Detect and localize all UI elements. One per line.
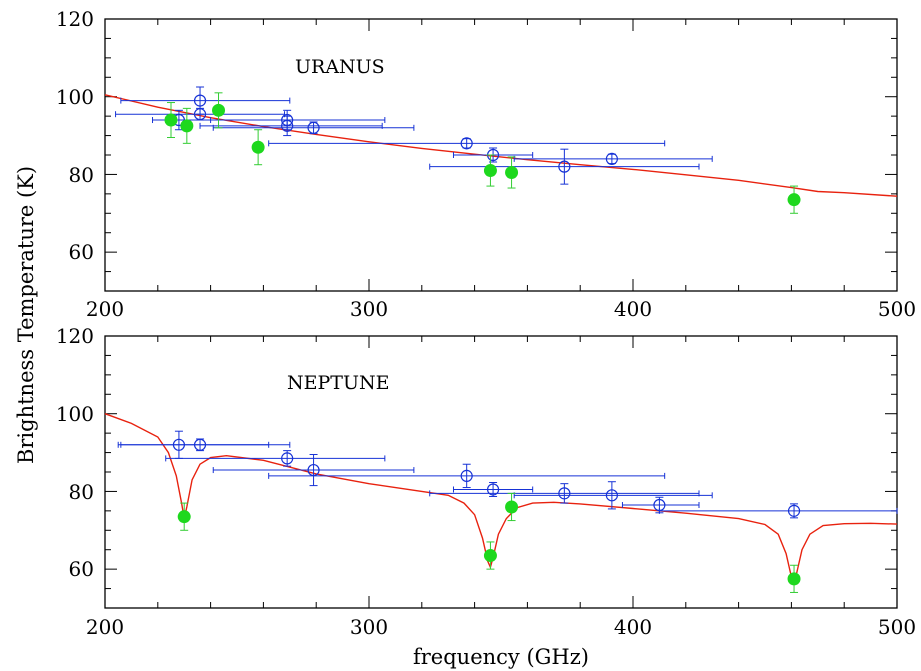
uranus-y-tick-label: 100 [56,85,94,109]
filled-marker [180,119,194,133]
uranus-model-curve-group [104,94,898,197]
open-data-point [212,121,415,135]
filled-marker [505,165,519,179]
model-curve [104,413,898,585]
filled-marker [164,113,178,127]
uranus-x-tick-label: 200 [86,297,124,321]
uranus-panel: URANUS 200 300 400 500 60 80 100 120 [56,7,916,321]
open-data-point [268,137,666,150]
open-data-point [452,481,534,497]
open-marker [558,160,571,173]
open-data-point [658,503,898,519]
open-marker [460,137,473,150]
filled-marker [251,140,265,154]
uranus-x-tick-label: 300 [350,297,388,321]
open-marker [307,121,320,134]
filled-marker [505,500,519,514]
model-curve [104,94,898,197]
open-data-point [429,148,700,185]
filled-data-point [483,541,497,570]
filled-data-point [787,564,801,593]
uranus-x-tick-label: 500 [878,297,916,321]
filled-data-point [787,185,801,214]
y-axis-title: Brightness Temperature (K) [14,166,38,464]
open-data-point [429,483,700,504]
filled-marker [177,510,191,524]
filled-marker [787,572,801,586]
neptune-plot-frame [104,335,898,609]
filled-marker [483,164,497,178]
neptune-panel: NEPTUNE 200 300 400 500 60 80 100 120 [56,324,916,639]
uranus-panel-title: URANUS [295,56,385,78]
neptune-panel-title: NEPTUNE [287,372,389,394]
open-data-point [513,481,713,510]
open-marker [281,452,294,465]
filled-data-point [177,502,191,531]
uranus-y-tick-label: 60 [69,240,94,264]
open-data-point [117,438,291,452]
open-marker [558,487,571,500]
uranus-y-tick-label: 80 [69,163,94,187]
neptune-axis-ticks [104,335,898,609]
neptune-y-tick-label: 100 [56,402,94,426]
uranus-axis-ticks [104,18,898,292]
open-data-point [120,86,291,115]
neptune-x-tick-label: 300 [350,615,388,639]
open-data-point [268,463,666,489]
neptune-x-tick-label: 500 [878,615,916,639]
open-marker [193,438,207,451]
filled-data-point [483,154,497,187]
filled-marker [483,549,497,563]
filled-marker [787,193,801,207]
neptune-y-tick-label: 60 [69,557,94,581]
filled-data-point [505,492,519,522]
neptune-x-tick-label: 200 [86,615,124,639]
open-marker [460,469,473,482]
open-marker [787,504,801,517]
open-data-point [165,450,386,467]
uranus-x-tick-label: 400 [614,297,652,321]
open-marker [193,94,207,107]
open-marker [281,119,294,132]
neptune-data-marks [117,430,898,593]
neptune-model-curve-group [104,413,898,585]
x-axis-title: frequency (GHz) [413,645,589,669]
open-data-point [212,454,415,487]
open-data-point [513,152,713,165]
open-marker [605,152,618,165]
filled-data-point [164,102,178,139]
open-marker [486,483,500,496]
filled-data-point [180,107,194,144]
filled-marker [212,103,226,117]
open-data-point [199,115,383,137]
filled-data-point [212,92,226,129]
open-data-point [165,109,386,131]
open-marker [605,489,618,502]
neptune-x-tick-label: 400 [614,615,652,639]
filled-data-point [505,156,519,189]
neptune-y-tick-label: 120 [56,324,94,348]
uranus-y-tick-label: 120 [56,7,94,31]
neptune-y-tick-label: 80 [69,480,94,504]
uranus-data-marks [115,86,801,214]
filled-data-point [251,129,265,166]
open-data-point [115,107,286,121]
